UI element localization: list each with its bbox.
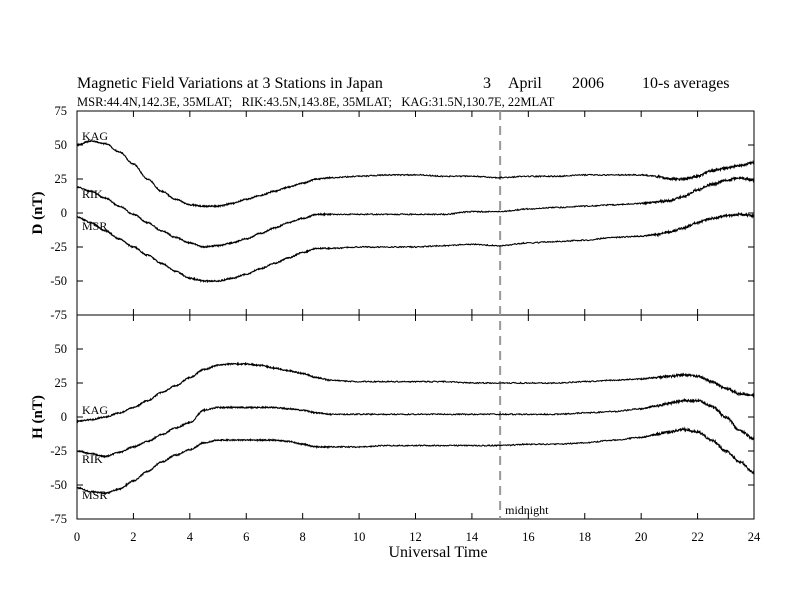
date-month: April — [508, 75, 542, 92]
station-coordinates: MSR:44.4N,142.3E, 35MLAT; RIK:43.5N,143.… — [77, 95, 555, 109]
y-tick-label: 25 — [55, 376, 68, 390]
series-line-h-rik — [76, 397, 755, 459]
h-axis-title: H (nT) — [30, 395, 46, 439]
chart-title: Magnetic Field Variations at 3 Stations … — [77, 75, 383, 92]
x-axis-title: Universal Time — [388, 544, 487, 561]
x-tick-label: 0 — [74, 530, 80, 544]
h-label-kag: KAG — [82, 403, 108, 417]
x-tick-label: 10 — [353, 530, 366, 544]
tick-layer: 0 2 4 6 8 10 12 14 16 18 20 22 24-75-50-250255075-75… — [50, 104, 761, 544]
x-tick-label: 2 — [130, 530, 136, 544]
d-label-kag: KAG — [82, 129, 108, 143]
h-label-msr: MSR — [82, 488, 107, 502]
y-tick-label: -25 — [50, 444, 67, 458]
x-tick-label: 4 — [187, 530, 194, 544]
x-tick-label: 18 — [579, 530, 592, 544]
x-tick-label: 8 — [300, 530, 306, 544]
y-tick-label: 25 — [55, 172, 68, 186]
midnight-label: midnight — [505, 503, 549, 517]
series-layer — [76, 139, 755, 495]
series-line-h-msr — [76, 426, 755, 495]
x-tick-label: 22 — [691, 530, 704, 544]
y-tick-label: 0 — [61, 410, 67, 424]
x-tick-label: 24 — [748, 530, 761, 544]
x-tick-label: 12 — [409, 530, 422, 544]
date-day: 3 — [483, 75, 491, 92]
x-tick-label: 20 — [635, 530, 648, 544]
y-tick-label: 75 — [55, 104, 68, 118]
y-tick-label: -25 — [50, 240, 67, 254]
d-panel-frame — [76, 110, 755, 316]
series-line-d-rik — [76, 175, 755, 249]
date-year: 2006 — [572, 75, 604, 92]
x-tick-label: 6 — [243, 530, 249, 544]
x-tick-label: 16 — [522, 530, 535, 544]
d-axis-title: D (nT) — [30, 192, 46, 235]
y-tick-label: 50 — [55, 138, 68, 152]
series-line-d-kag — [76, 139, 755, 209]
series-line-d-msr — [76, 211, 755, 283]
y-tick-label: 50 — [55, 342, 68, 356]
series-line-h-kag — [76, 361, 755, 424]
y-tick-label: -75 — [50, 512, 67, 526]
y-tick-label: -75 — [50, 308, 67, 322]
y-tick-label: -50 — [50, 274, 67, 288]
x-tick-label: 14 — [466, 530, 479, 544]
y-tick-label: -50 — [50, 478, 67, 492]
y-tick-label: 0 — [61, 206, 67, 220]
h-panel-frame — [76, 314, 755, 520]
averaging-label: 10-s averages — [642, 75, 730, 92]
